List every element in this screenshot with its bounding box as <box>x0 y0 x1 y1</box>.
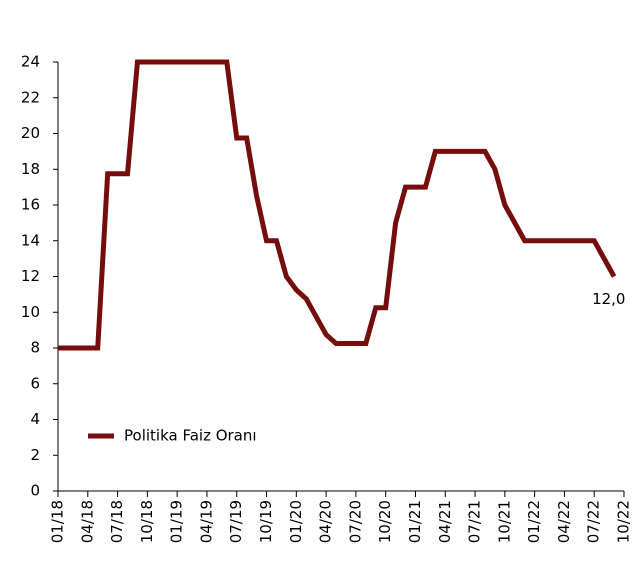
y-tick-label: 10 <box>21 303 40 321</box>
line <box>58 59 617 351</box>
x-tick-label: 10/19 <box>257 500 275 543</box>
x-tick-label: 07/22 <box>585 500 603 543</box>
x-tick-label: 07/21 <box>466 500 484 543</box>
x-tick-label: 07/20 <box>346 500 364 543</box>
x-tick-label: 07/18 <box>108 500 126 543</box>
x-tick-label: 04/18 <box>78 500 96 543</box>
y-tick-label: 6 <box>30 374 40 392</box>
y-tick-label: 2 <box>30 446 40 464</box>
data-label: 12,0 <box>592 290 625 308</box>
x-tick-label: 01/22 <box>525 500 543 543</box>
x-tick-label: 04/20 <box>317 500 335 543</box>
x-tick-label: 10/21 <box>495 500 513 543</box>
x-tick-label: 04/22 <box>555 500 573 543</box>
x-tick-label: 10/20 <box>376 500 394 543</box>
x-tick-label: 10/22 <box>615 500 633 543</box>
x-tick-label: 01/18 <box>49 500 67 543</box>
y-tick-label: 16 <box>21 196 40 214</box>
x-tick-label: 01/20 <box>287 500 305 543</box>
y-tick-label: 0 <box>30 482 40 500</box>
x-tick-label: 07/19 <box>227 500 245 543</box>
y-tick-label: 14 <box>21 231 40 249</box>
x-tick-label: 04/19 <box>197 500 215 543</box>
legend-label: Politika Faiz Oranı <box>124 427 257 445</box>
y-tick-label: 24 <box>21 53 40 71</box>
y-tick-label: 4 <box>30 410 40 428</box>
x-tick-label: 01/19 <box>168 500 186 543</box>
y-tick-label: 8 <box>30 339 40 357</box>
y-tick-label: 18 <box>21 160 40 178</box>
x-tick-label: 10/18 <box>138 500 156 543</box>
y-tick-label: 22 <box>21 88 40 106</box>
x-tick-label: 01/21 <box>406 500 424 543</box>
y-tick-label: 12 <box>21 267 40 285</box>
x-tick-label: 04/21 <box>436 500 454 543</box>
y-tick-label: 20 <box>21 124 40 142</box>
